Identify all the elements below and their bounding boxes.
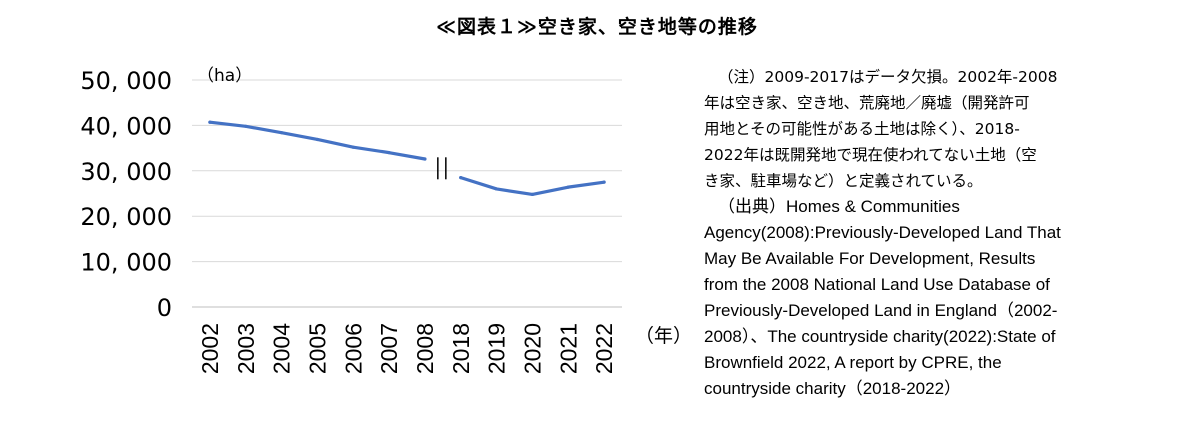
gridlines [192,79,622,308]
x-tick-label: 2004 [269,323,295,374]
data-point [208,120,212,124]
data-point [387,151,391,155]
data-point [351,145,355,149]
source-line: countryside charity（2018-2022） [704,379,962,398]
source-line: from the 2008 National Land Use Database… [704,275,1050,294]
y-tick-label: 50, 000 [80,67,172,95]
y-tick-label: 0 [157,294,172,322]
data-point [494,187,499,191]
y-unit-label: （ha） [197,66,252,86]
x-unit-label: （年） [635,325,692,347]
source-line: 2008）、The countryside charity(2022):Stat… [704,327,1056,346]
data-point [244,124,248,128]
source-line: Brownfield 2022, A report by CPRE, the [704,353,1002,372]
note-line: （注）2009-2017はデータ欠損。2002年-2008 [718,68,1058,86]
x-tick-label: 2022 [591,323,617,374]
data-series [208,120,606,197]
data-point [602,180,606,184]
x-axis-ticks: 2002 2003 2004 2005 2006 2007 2008 2018 2019 2020… [197,323,617,374]
source-line: （出典）Homes & Communities [718,197,960,216]
x-tick-label: 2006 [340,323,366,374]
data-point [566,185,570,189]
data-point [279,131,284,135]
note-line: 年は空き家、空き地、荒廃地／廃墟（開発許可 [704,94,1030,112]
x-tick-label: 2020 [519,323,545,374]
x-tick-label: 2021 [555,323,581,374]
axis-break-marker [437,157,447,180]
data-point [459,176,463,180]
y-tick-label: 20, 000 [80,203,172,231]
source-line: Agency(2008):Previously-Developed Land T… [704,223,1061,242]
data-point [530,192,535,197]
x-tick-label: 2019 [484,323,510,374]
notes-panel: （注）2009-2017はデータ欠損。2002年-2008 年は空き家、空き地、… [704,64,1124,402]
y-tick-label: 10, 000 [80,249,172,277]
series-line-segment [459,176,606,197]
y-tick-label: 30, 000 [80,158,172,186]
y-tick-label: 40, 000 [80,112,172,140]
x-tick-label: 2007 [376,323,402,374]
source-line: May Be Available For Development, Result… [704,249,1036,268]
source-line: Previously-Developed Land in England（200… [704,301,1058,320]
y-axis-ticks: 0 10, 000 20, 000 30, 000 40, 000 50, 000 [80,67,172,322]
x-tick-label: 2008 [412,323,438,374]
line-chart: 0 10, 000 20, 000 30, 000 40, 000 50, 000 200… [80,66,692,374]
data-point [423,157,427,161]
note-line: 2022年は既開発地で現在使われてない土地（空 [704,146,1037,164]
chart-title: ≪図表１≫空き家、空き地等の推移 [436,16,758,38]
x-tick-label: 2005 [304,323,330,374]
x-tick-label: 2003 [233,323,259,374]
x-tick-label: 2018 [448,323,474,374]
x-tick-label: 2002 [197,323,223,374]
data-point [315,137,320,142]
note-line: き家、駐車場など）と定義されている。 [704,172,983,190]
note-line: 用地とその可能性がある土地は除く）、2018- [704,120,1020,138]
